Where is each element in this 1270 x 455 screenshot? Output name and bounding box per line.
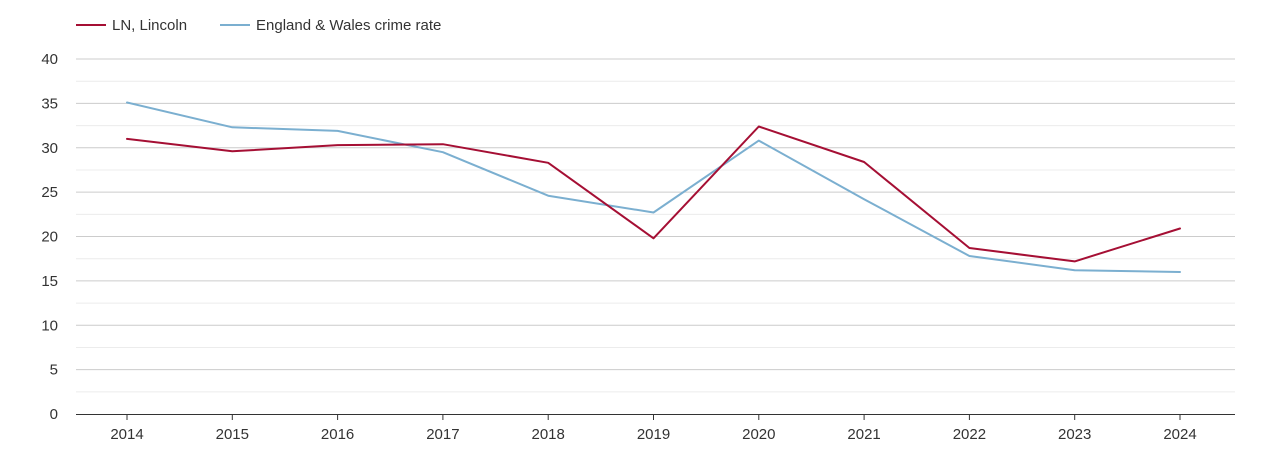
y-tick-label: 40 bbox=[41, 51, 58, 68]
legend: LN, Lincoln England & Wales crime rate bbox=[76, 17, 441, 34]
series-line-ln-lincoln bbox=[127, 127, 1180, 262]
y-tick-label: 20 bbox=[41, 229, 58, 246]
x-tick-label: 2022 bbox=[953, 426, 986, 443]
x-tick-label: 2018 bbox=[532, 426, 565, 443]
grid-lines bbox=[76, 59, 1235, 392]
y-tick-label: 10 bbox=[41, 317, 58, 334]
legend-label: England & Wales crime rate bbox=[256, 17, 441, 34]
legend-label: LN, Lincoln bbox=[112, 17, 187, 34]
x-tick-label: 2024 bbox=[1163, 426, 1196, 443]
x-tick-label: 2021 bbox=[847, 426, 880, 443]
y-tick-label: 5 bbox=[50, 362, 58, 379]
series-lines bbox=[127, 102, 1180, 272]
x-tick-label: 2015 bbox=[216, 426, 249, 443]
x-tick-label: 2014 bbox=[110, 426, 143, 443]
x-tick-label: 2017 bbox=[426, 426, 459, 443]
x-tick-label: 2019 bbox=[637, 426, 670, 443]
y-tick-label: 35 bbox=[41, 95, 58, 112]
series-line-england-wales-crime-rate bbox=[127, 103, 1180, 273]
x-tick-label: 2020 bbox=[742, 426, 775, 443]
y-tick-label: 25 bbox=[41, 184, 58, 201]
axes: 0 5 10 15 20 25 30 35 40 2014 2015 2016 2017 2018 2019… bbox=[41, 51, 1235, 443]
y-tick-label: 30 bbox=[41, 140, 58, 157]
y-tick-label: 0 bbox=[50, 406, 58, 423]
x-tick-label: 2023 bbox=[1058, 426, 1091, 443]
x-tick-label: 2016 bbox=[321, 426, 354, 443]
y-tick-label: 15 bbox=[41, 273, 58, 290]
